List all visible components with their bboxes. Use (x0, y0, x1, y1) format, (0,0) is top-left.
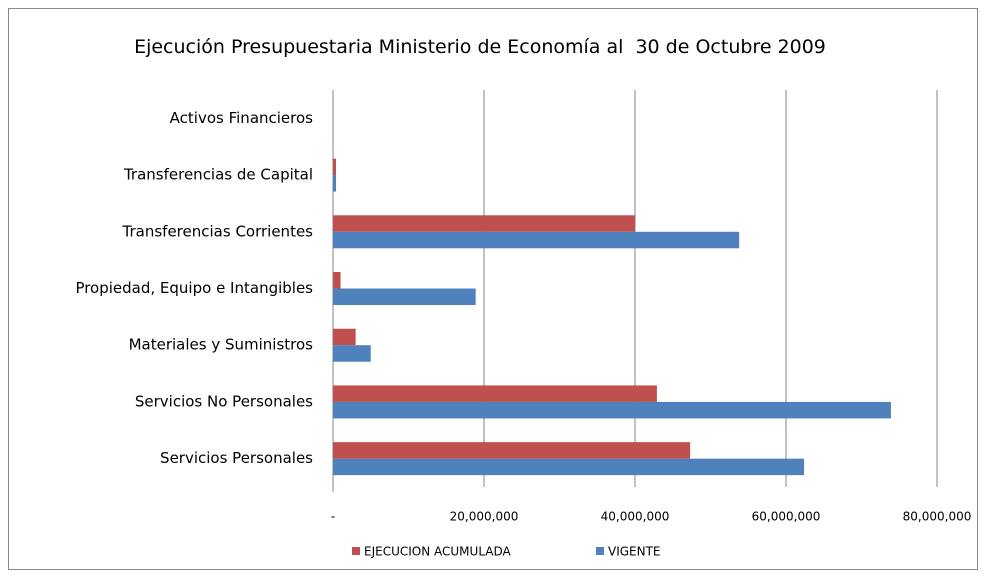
bar (333, 158, 337, 176)
bar (333, 288, 476, 305)
legend-label: EJECUCION ACUMULADA (364, 545, 512, 559)
bar (333, 442, 691, 459)
legend-swatch (352, 547, 360, 555)
x-tick-label: 60,000,000 (752, 510, 821, 524)
y-tick-label: Servicios Personales (160, 449, 313, 467)
bar (333, 272, 341, 289)
bar (333, 345, 371, 362)
y-tick-label: Servicios No Personales (135, 392, 313, 410)
chart-border (8, 8, 978, 570)
y-tick-label: Transferencias de Capital (123, 166, 313, 184)
legend-swatch (596, 547, 604, 555)
bar (333, 328, 356, 346)
y-tick-label: Propiedad, Equipo e Intangibles (75, 279, 313, 297)
y-tick-label: Materiales y Suministros (129, 336, 314, 354)
x-tick-label: 80,000,000 (903, 510, 972, 524)
bar (333, 175, 337, 192)
legend-label: VIGENTE (608, 545, 661, 559)
y-tick-label: Transferencias Corrientes (122, 222, 314, 240)
bar (333, 231, 740, 249)
bar (333, 458, 805, 476)
x-tick-label: - (331, 510, 335, 524)
x-tick-label: 20,000,000 (450, 510, 519, 524)
x-tick-label: 40,000,000 (601, 510, 670, 524)
bar (333, 401, 891, 419)
bar (333, 385, 657, 402)
bar (333, 215, 635, 232)
chart-title: Ejecución Presupuestaria Ministerio de E… (134, 36, 826, 58)
y-tick-label: Activos Financieros (170, 109, 313, 127)
